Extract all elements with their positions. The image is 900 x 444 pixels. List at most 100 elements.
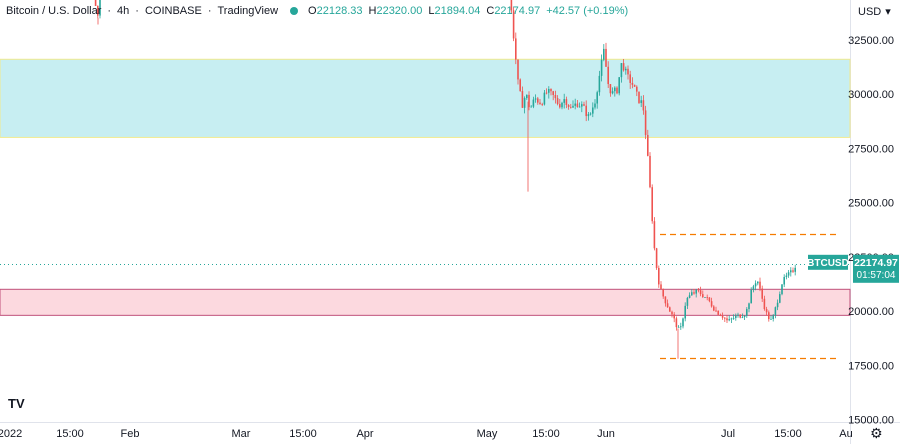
price-axis [850, 0, 900, 444]
candle-body [614, 87, 616, 92]
candle-body [539, 102, 541, 104]
price-change: +42.57 (+0.19%) [546, 5, 629, 17]
candle-body [589, 113, 592, 115]
chart-legend: Bitcoin / U.S. Dollar · 4h · COINBASE · … [6, 5, 629, 17]
candle-body [708, 297, 711, 302]
candle-body [534, 98, 537, 100]
interval[interactable]: 4h [117, 5, 130, 17]
candle-body [726, 318, 728, 321]
candle-body [669, 307, 671, 312]
ohlc-open: O22128.33 [308, 5, 363, 17]
time-tick-label: Jun [597, 428, 615, 440]
candle-body [761, 288, 763, 299]
price-lines [0, 233, 850, 360]
candle-body [680, 326, 682, 328]
candle-body [752, 286, 755, 290]
gear-icon[interactable]: ⚙ [870, 425, 883, 441]
candle-body [684, 305, 686, 319]
candle-body [611, 91, 614, 94]
candle-body [768, 312, 770, 320]
candle-body [587, 114, 590, 117]
candle-body [682, 318, 684, 327]
ohlc-close: C22174.97 [486, 5, 541, 17]
candle-body [741, 316, 744, 318]
candle-body [774, 307, 777, 316]
candle-body [561, 102, 563, 108]
candle-body [717, 310, 719, 315]
price-tick-label: 15000.00 [848, 415, 894, 427]
candle-body [545, 92, 548, 94]
candle-body [783, 276, 785, 285]
candle-body [706, 296, 708, 298]
candle-body [563, 99, 565, 103]
candle-body [662, 289, 664, 297]
time-tick-label: 15:00 [56, 428, 84, 440]
candle-body [603, 48, 605, 60]
candle-body [592, 107, 594, 114]
zones [0, 58, 851, 316]
zone-range[interactable] [0, 58, 851, 138]
candle-body [554, 94, 557, 99]
candle-body [651, 187, 653, 222]
candle-body [655, 248, 658, 269]
candle-body [625, 68, 627, 71]
last-price-tag [853, 254, 899, 283]
candle-body [532, 99, 535, 107]
time-tick-label: 15:00 [774, 428, 802, 440]
candle-body [779, 294, 781, 303]
candle-body [699, 290, 702, 295]
candle-body [598, 75, 601, 93]
candle-body [526, 94, 528, 99]
candle-body [550, 88, 552, 92]
candle-body [759, 281, 761, 289]
candle-body [622, 63, 625, 71]
price-tick-label: 25000.00 [848, 198, 894, 210]
candle-body [688, 295, 691, 298]
time-tick-label: Jul [721, 428, 735, 440]
candle-body [638, 91, 640, 103]
candle-body [510, 0, 513, 11]
time-axis-ticks: 2022 15:00 Feb Mar 15:00 Apr May 15:00 Jun Jul 15:… [0, 428, 853, 440]
last-price-value: 22174.97 [854, 257, 898, 269]
ohlc-low: L21894.04 [428, 5, 481, 17]
candle-body [94, 0, 97, 6]
candle-body [600, 59, 603, 76]
time-tick-label: 15:00 [532, 428, 560, 440]
source: TradingView [217, 5, 279, 17]
candle-body [750, 289, 752, 304]
candle-body [765, 309, 768, 313]
candle-body [715, 310, 717, 312]
candle-body [664, 296, 667, 304]
candle-body [515, 38, 517, 60]
candle-body [746, 309, 748, 316]
currency-label: USD [858, 5, 882, 18]
candle-body [519, 79, 521, 92]
chevron-down-icon: ▾ [885, 6, 891, 18]
candle-body [618, 77, 620, 94]
candle-body [583, 104, 585, 106]
candle-body [581, 104, 583, 107]
time-tick-label: May [477, 428, 498, 440]
time-tick-label: Feb [121, 428, 140, 440]
candle-body [559, 104, 561, 108]
candle-body [631, 82, 634, 85]
zone-support[interactable] [0, 288, 851, 316]
candle-body [724, 317, 726, 319]
currency-selector[interactable]: USD ▾ [858, 5, 891, 19]
candle-body [653, 221, 656, 249]
exchange: COINBASE [144, 5, 202, 17]
candle-body [521, 91, 524, 108]
candle-body [556, 98, 559, 105]
candle-body [605, 48, 607, 67]
candle-body [748, 303, 750, 310]
candle-body [673, 314, 675, 319]
candle-body [728, 319, 730, 321]
candle-body [702, 294, 704, 298]
candle-body [660, 284, 662, 290]
candle-body [537, 98, 539, 103]
candle-body [523, 98, 526, 108]
candle-body [512, 10, 515, 39]
candle-body [710, 301, 713, 307]
symbol-name[interactable]: Bitcoin / U.S. Dollar [6, 5, 102, 17]
